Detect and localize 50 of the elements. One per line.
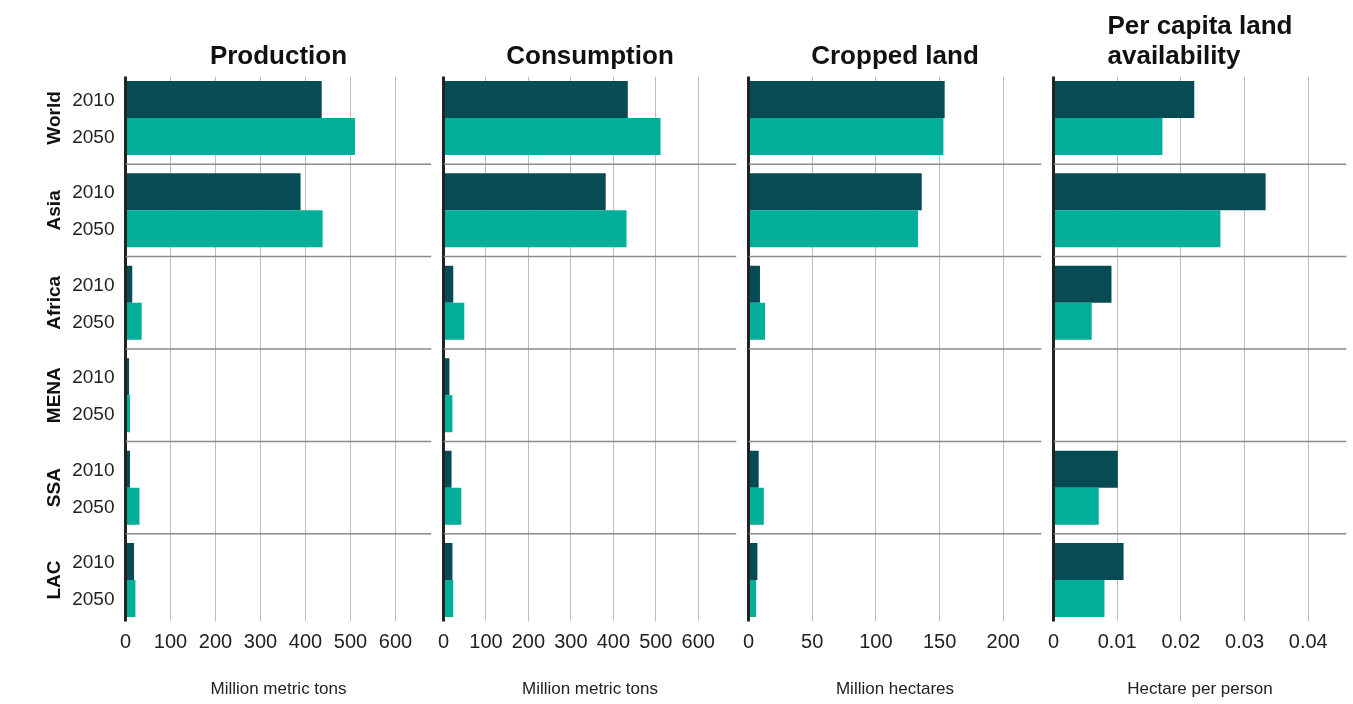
x-tick-label: 50 — [801, 629, 824, 652]
x-tick-label: 150 — [922, 629, 957, 652]
x-axis-title: Hectare per person — [1127, 678, 1273, 698]
x-tick-label: 0 — [437, 629, 450, 652]
x-tick-label: 200 — [198, 629, 233, 652]
text: 2050 — [72, 125, 115, 147]
x-tick-label: 600 — [378, 629, 413, 652]
text: 2010 — [72, 273, 115, 295]
y-tick-label: MENA — [43, 366, 65, 424]
y-tick-label: World — [43, 91, 65, 145]
x-tick-label: 100 — [153, 629, 188, 652]
x-tick-label: 600 — [681, 629, 715, 652]
text: 2050 — [72, 495, 115, 517]
text: 2050 — [72, 310, 115, 332]
y-tick-label: LAC — [43, 560, 65, 600]
x-tick-label: 500 — [333, 629, 368, 652]
x-tick-label: 300 — [243, 629, 278, 652]
x-tick-label: 200 — [511, 629, 546, 652]
text: 2010 — [72, 366, 115, 388]
x-tick-label: 400 — [596, 629, 631, 652]
series-label: 2010 — [72, 551, 115, 573]
chart-title: Per capita land availability — [1107, 9, 1293, 70]
y-tick-label: Africa — [43, 275, 65, 330]
x-tick-label: 0.04 — [1288, 629, 1328, 652]
x-tick-label: 0 — [742, 629, 755, 652]
x-tick-label: 0 — [119, 629, 132, 652]
x-tick-label: 100 — [469, 629, 503, 652]
x-axis-title: Million metric tons — [521, 678, 659, 698]
x-axis-title: Million hectares — [835, 678, 955, 698]
x-tick-label: 0 — [1047, 629, 1060, 652]
text: 2010 — [72, 458, 115, 480]
text: 2050 — [72, 403, 115, 425]
y-tick-label: SSA — [43, 467, 65, 508]
chart-title: Production — [209, 39, 348, 70]
x-tick-label: 400 — [288, 629, 323, 652]
y-tick-label: Asia — [43, 189, 65, 231]
x-tick-label: 500 — [639, 629, 673, 652]
series-label: 2050 — [72, 588, 115, 610]
x-tick-label: 300 — [554, 629, 588, 652]
text: 2050 — [72, 218, 115, 240]
x-axis-title: Million metric tons — [210, 678, 347, 698]
x-tick-label: 100 — [859, 629, 893, 652]
chart-title: Consumption — [506, 39, 674, 70]
chart-title: Cropped land — [811, 39, 979, 70]
x-tick-label: 200 — [986, 629, 1020, 652]
x-tick-label: 0.03 — [1225, 629, 1265, 652]
text: 2010 — [72, 181, 115, 203]
x-tick-label: 0.01 — [1097, 629, 1137, 652]
x-tick-label: 0.02 — [1161, 629, 1201, 652]
text: 2010 — [72, 88, 115, 110]
